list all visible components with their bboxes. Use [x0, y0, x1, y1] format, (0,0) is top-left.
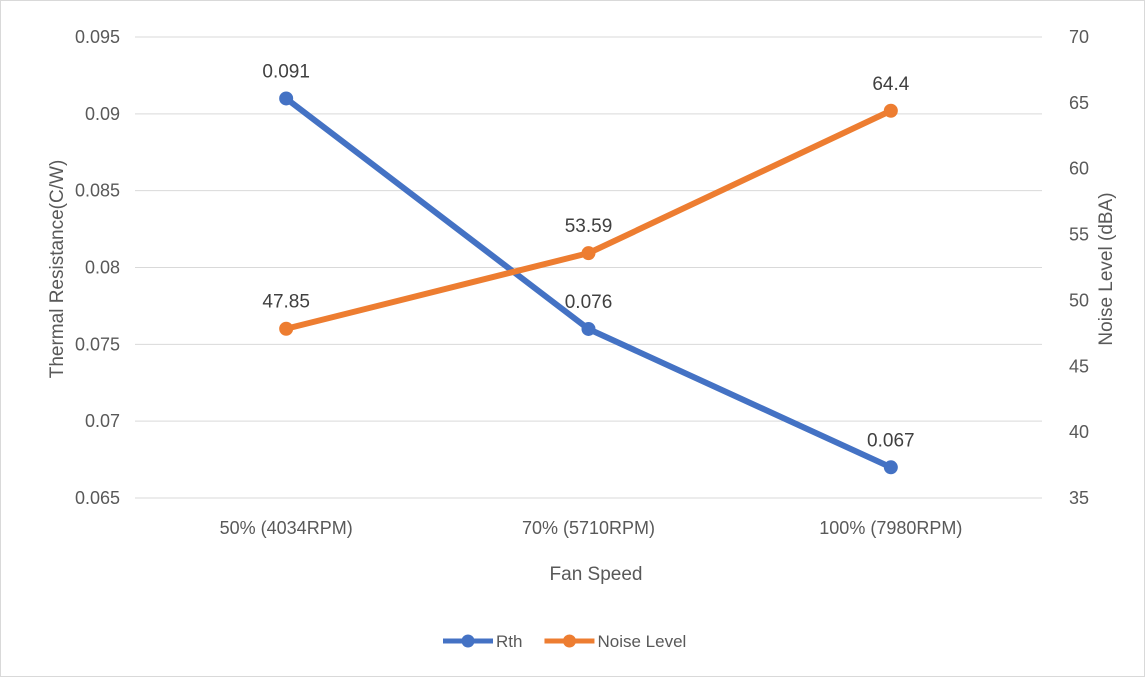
legend-label: Rth	[496, 632, 522, 651]
data-point	[883, 460, 898, 475]
left-tick-label: 0.07	[85, 411, 120, 431]
right-tick-label: 60	[1069, 159, 1089, 179]
legend-item: Rth	[443, 632, 522, 651]
left-tick-label: 0.095	[75, 27, 120, 47]
left-tick-label: 0.075	[75, 334, 120, 354]
series-rth: 0.091 0.076 0.067	[262, 61, 915, 475]
right-axis-title: Noise Level (dBA)	[1096, 192, 1117, 345]
data-label: 53.59	[565, 216, 613, 237]
legend-marker	[461, 634, 475, 648]
right-tick-label: 40	[1069, 422, 1089, 442]
data-label: 64.4	[872, 74, 909, 95]
x-axis-title: Fan Speed	[550, 564, 643, 585]
data-point	[279, 321, 294, 336]
legend-marker	[562, 634, 576, 648]
data-label: 0.091	[262, 61, 310, 82]
left-tick-label: 0.085	[75, 181, 120, 201]
right-tick-label: 45	[1069, 356, 1089, 376]
series-noise-level: 47.85 53.59 64.4	[262, 74, 910, 336]
series-group: 0.091 0.076 0.067 47.85 53.59 64.4	[262, 61, 915, 475]
x-tick-label: 100% (7980RPM)	[819, 518, 962, 538]
legend: Rth Noise Level	[443, 632, 686, 651]
right-tick-label: 65	[1069, 93, 1089, 113]
right-tick-label: 55	[1069, 225, 1089, 245]
data-point	[581, 246, 596, 261]
gridlines	[135, 36, 1042, 499]
legend-item: Noise Level	[544, 632, 686, 651]
data-point	[279, 91, 294, 106]
right-axis-ticks: 35 40 45 50 55 60 65 70	[1069, 27, 1089, 508]
right-tick-label: 70	[1069, 27, 1089, 47]
left-axis-ticks: 0.065 0.07 0.075 0.08 0.085 0.09 0.095	[75, 27, 120, 508]
data-label: 47.85	[262, 292, 310, 313]
x-axis-ticks: 50% (4034RPM) 70% (5710RPM) 100% (7980RPM)	[220, 518, 963, 538]
left-axis-title: Thermal Resistance(C/W)	[47, 160, 68, 379]
x-tick-label: 50% (4034RPM)	[220, 518, 353, 538]
right-tick-label: 35	[1069, 488, 1089, 508]
left-tick-label: 0.08	[85, 258, 120, 278]
left-tick-label: 0.09	[85, 104, 120, 124]
data-label: 0.067	[867, 430, 915, 451]
legend-label: Noise Level	[597, 632, 686, 651]
data-point	[581, 321, 596, 336]
data-point	[883, 103, 898, 118]
data-label: 0.076	[565, 292, 613, 313]
left-tick-label: 0.065	[75, 488, 120, 508]
right-tick-label: 50	[1069, 290, 1089, 310]
x-tick-label: 70% (5710RPM)	[522, 518, 655, 538]
